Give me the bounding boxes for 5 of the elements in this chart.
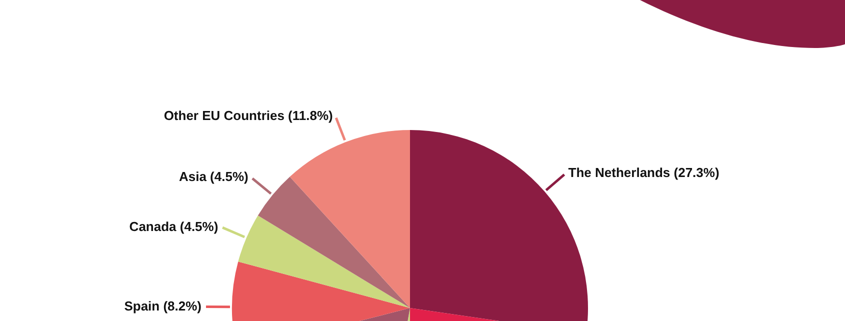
- slice-label: Asia (4.5%): [178, 169, 248, 184]
- slice-label: Canada (4.5%): [129, 218, 218, 234]
- slice-label: Spain (8.2%): [124, 298, 202, 314]
- slice-label: Other EU Countries (11.8%): [164, 108, 333, 123]
- slice-label: The Netherlands (27.3%): [568, 165, 720, 180]
